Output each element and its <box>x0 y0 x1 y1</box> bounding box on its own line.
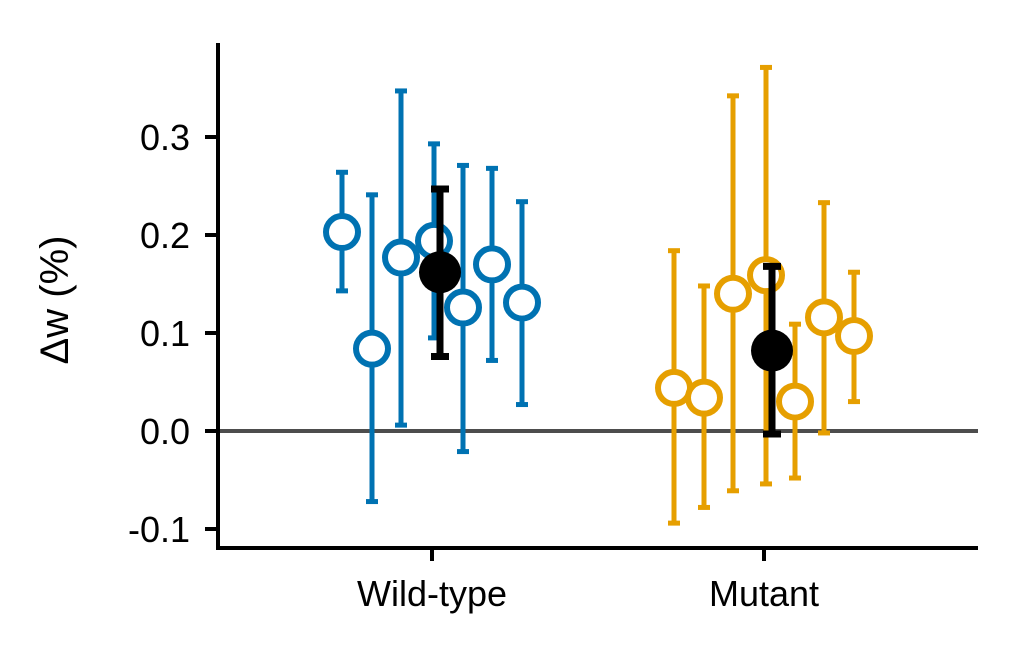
y-tick-label: -0.1 <box>128 509 190 550</box>
x-tick-label: Wild-type <box>357 573 507 614</box>
y-tick-label: 0.0 <box>140 411 190 452</box>
data-point <box>444 288 482 327</box>
mean-point <box>751 329 793 372</box>
x-tick-label: Mutant <box>709 573 819 614</box>
y-tick-label: 0.2 <box>140 215 190 256</box>
data-point <box>353 329 391 368</box>
y-tick-label: 0.1 <box>140 313 190 354</box>
data-point <box>503 283 541 322</box>
data-point <box>323 213 361 252</box>
data-point <box>685 378 723 417</box>
data-point <box>835 316 873 355</box>
series-mutant <box>655 64 873 526</box>
y-axis-title: Δw (%) <box>33 236 77 365</box>
series-wild-type <box>323 88 541 505</box>
data-point <box>382 238 420 277</box>
data-point <box>473 245 511 284</box>
mean-point <box>419 251 461 294</box>
y-tick-label: 0.3 <box>140 117 190 158</box>
data-point <box>805 298 843 337</box>
data-point <box>714 274 752 313</box>
data-point <box>776 382 814 421</box>
